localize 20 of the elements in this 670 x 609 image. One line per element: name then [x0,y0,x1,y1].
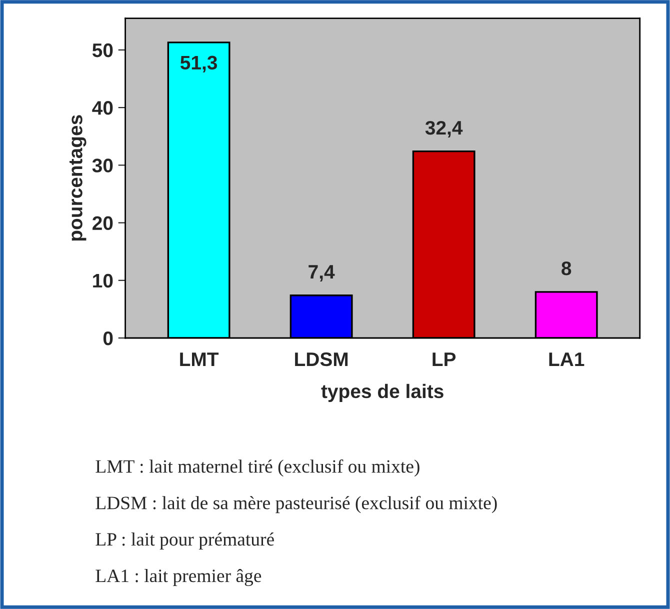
y-tick-label: 40 [92,101,113,115]
y-tick-label: 30 [92,158,113,172]
data-label: 32,4 [425,120,463,138]
x-tick-label: LDSM [295,352,348,366]
x-axis-title: types de laits [321,384,444,402]
text: LDSM : lait de sa mère pasteurisé (exclusif ou mixte) [96,496,497,514]
y-tick-label: 0 [103,331,113,346]
x-tick-label: LMT [180,352,219,366]
x-tick-label: LP [432,352,456,366]
data-label: 7,4 [308,265,335,282]
text: LP : lait pour prématuré [96,532,274,550]
data-label: 51,3 [180,56,218,72]
text: LA1 : lait premier âge [96,568,262,586]
text: LMT : lait maternel tiré (exclusif ou mixte) [96,459,420,477]
x-tick-label: LA1 [549,352,584,366]
y-axis-title: pourcentages [70,115,86,241]
y-tick-label: 20 [92,216,113,230]
data-label: 8 [562,262,572,276]
y-tick-label: 50 [92,43,113,58]
y-tick-label: 10 [93,274,113,288]
